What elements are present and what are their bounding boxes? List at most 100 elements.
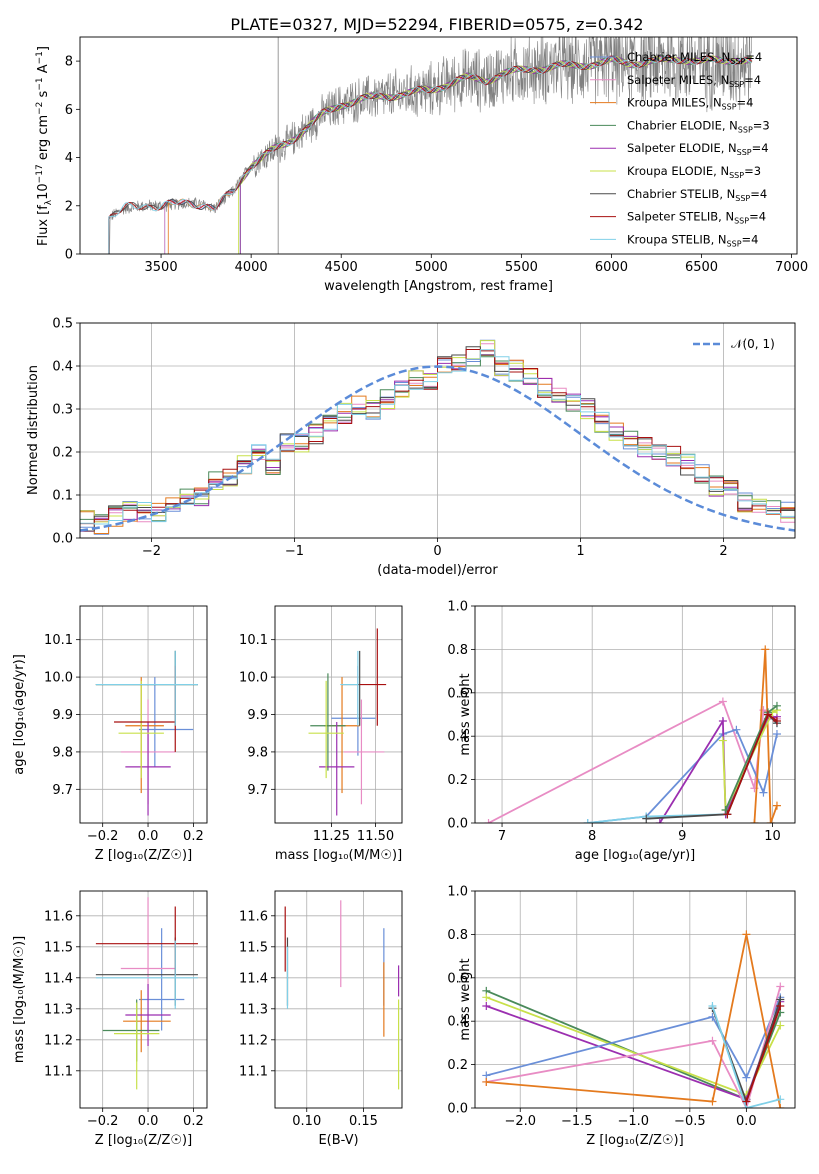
weight-point-marker xyxy=(776,982,785,991)
legend-value: =3 xyxy=(744,164,761,178)
weight-vs-metallicity-panel: −2.0 −1.5 −1.0 −0.5 0.0 0.0 0.2 0.4 0.6 0.8 1.0 Z [… xyxy=(447,885,796,1148)
y-tick-label: 9.8 xyxy=(52,745,73,760)
legend-sub: SSP xyxy=(727,239,742,248)
y-tick-label: 11.4 xyxy=(44,971,73,986)
legend-text: Chabrier MILES, N xyxy=(627,50,730,64)
axes-frame xyxy=(474,605,796,824)
legend-text: Salpeter ELODIE, N xyxy=(627,141,737,155)
legend-value: =4 xyxy=(742,232,759,246)
legend-value: =4 xyxy=(749,210,766,224)
legend-entry: Kroupa ELODIE, NSSP=3 xyxy=(627,164,761,180)
y-tick-label: 0.6 xyxy=(447,686,468,701)
y-tick-label: 6 xyxy=(65,103,73,118)
x-tick-label: 4000 xyxy=(235,260,268,275)
model-spectrum-line xyxy=(108,55,753,254)
weight-point-marker xyxy=(776,1021,785,1030)
axes-frame xyxy=(474,890,796,1109)
y-tick-label: 8 xyxy=(65,55,73,70)
legend-value: =4 xyxy=(744,73,761,87)
y-label-part: −1 xyxy=(35,51,45,64)
y-tick-label: 11.6 xyxy=(44,909,73,924)
x-tick-label: 7000 xyxy=(775,260,808,275)
y-tick-label: 11.6 xyxy=(239,909,268,924)
legend-entry: Kroupa MILES, NSSP=4 xyxy=(627,96,753,112)
y-label-part: −1 xyxy=(35,77,45,90)
x-tick-label: 6000 xyxy=(595,260,628,275)
y-label-part: λ xyxy=(44,199,54,205)
x-tick-label: −2.0 xyxy=(504,1114,536,1129)
legend-value: =4 xyxy=(752,141,769,155)
x-tick-label: 11.50 xyxy=(357,829,394,844)
legend-sub: SSP xyxy=(737,148,752,157)
plot-area xyxy=(484,645,781,823)
normal-curve-line xyxy=(80,365,795,532)
weight-series-line xyxy=(745,1005,782,1102)
y-tick-label: 0.3 xyxy=(52,403,73,418)
legend-sub: SSP xyxy=(722,103,737,112)
y-tick-label: 9.9 xyxy=(52,708,73,723)
legend-entry: Chabrier STELIB, NSSP=4 xyxy=(627,187,767,203)
age-vs-metallicity-panel: −0.2 0.0 0.2 9.7 9.8 9.9 10.0 10.1 Z [log₁₀(Z/Z☉… xyxy=(12,605,208,863)
weight-point-marker xyxy=(772,801,781,810)
weight-series-line xyxy=(486,934,782,1108)
mass-vs-extinction-panel: 0.10 0.15 11.1 11.2 11.3 11.4 11.5 11.6 E(B-V) xyxy=(239,890,403,1148)
weight-point-marker xyxy=(776,1002,785,1011)
y-tick-label: 9.9 xyxy=(247,708,268,723)
y-tick-label: 0.6 xyxy=(447,971,468,986)
y-tick-label: 10.0 xyxy=(239,671,268,686)
y-tick-label: 0.2 xyxy=(52,446,73,461)
y-tick-label: 2 xyxy=(65,199,73,214)
x-tick-label: −1.5 xyxy=(561,1114,593,1129)
x-tick-label: −2 xyxy=(142,544,161,559)
x-tick-label: 0.0 xyxy=(138,829,159,844)
plot-area xyxy=(308,628,387,816)
y-tick-label: 0.4 xyxy=(447,1015,468,1030)
axes-frame xyxy=(79,36,798,255)
y-tick-label: 0.4 xyxy=(52,360,73,375)
observed-spectrum-line xyxy=(108,37,752,254)
weight-point-marker xyxy=(482,993,491,1002)
weight-point-marker xyxy=(718,697,727,706)
x-tick-label: 2 xyxy=(719,544,727,559)
x-tick-label: 5000 xyxy=(415,260,448,275)
weight-point-marker xyxy=(655,819,664,823)
y-tick-label: 0.0 xyxy=(447,817,468,832)
weight-point-marker xyxy=(708,1036,717,1045)
plot-area xyxy=(108,37,753,254)
x-tick-label: 4500 xyxy=(325,260,358,275)
y-axis-label: age [log₁₀(age/yr)] xyxy=(12,654,27,775)
x-tick-label: 5500 xyxy=(505,260,538,275)
y-tick-label: 10.0 xyxy=(44,671,73,686)
x-axis-label: (data-model)/error xyxy=(377,563,498,578)
x-tick-label: 0.0 xyxy=(138,1114,159,1129)
x-tick-label: 10 xyxy=(764,829,781,844)
x-tick-label: −1.0 xyxy=(618,1114,650,1129)
y-tick-label: 10.1 xyxy=(44,633,73,648)
x-tick-label: 1 xyxy=(576,544,584,559)
weight-point-marker xyxy=(718,736,727,745)
legend-value: =4 xyxy=(750,187,767,201)
x-axis-label: Z [log₁₀(Z/Z☉)] xyxy=(95,1133,192,1148)
weight-vs-age-panel: 7 8 9 10 0.0 0.2 0.4 0.6 0.8 1.0 age [log₁₀(age/yr… xyxy=(447,600,796,863)
weight-point-marker xyxy=(583,819,592,823)
x-tick-label: 0.0 xyxy=(736,1114,757,1129)
x-tick-label: 9 xyxy=(678,829,686,844)
y-tick-label: 0.0 xyxy=(447,1102,468,1117)
plot-area xyxy=(95,897,198,1090)
weight-point-marker xyxy=(723,810,732,819)
legend-sub: SSP xyxy=(730,57,745,66)
y-label-part: Flux [f xyxy=(36,205,51,246)
y-tick-label: 0.2 xyxy=(447,773,468,788)
y-tick-label: 0.1 xyxy=(52,489,73,504)
y-tick-label: 0.5 xyxy=(52,317,73,332)
weight-point-marker xyxy=(482,1002,491,1011)
x-tick-label: −1 xyxy=(285,544,304,559)
weight-series-line xyxy=(486,996,782,1080)
x-tick-label: −0.5 xyxy=(674,1114,706,1129)
legend-entry: Salpeter ELODIE, NSSP=4 xyxy=(627,141,769,157)
x-axis-label: wavelength [Angstrom, rest frame] xyxy=(324,279,553,294)
y-tick-label: 11.5 xyxy=(239,940,268,955)
model-spectrum-line xyxy=(238,55,753,254)
y-tick-label: 11.5 xyxy=(44,940,73,955)
legend-text: Chabrier STELIB, N xyxy=(627,187,735,201)
